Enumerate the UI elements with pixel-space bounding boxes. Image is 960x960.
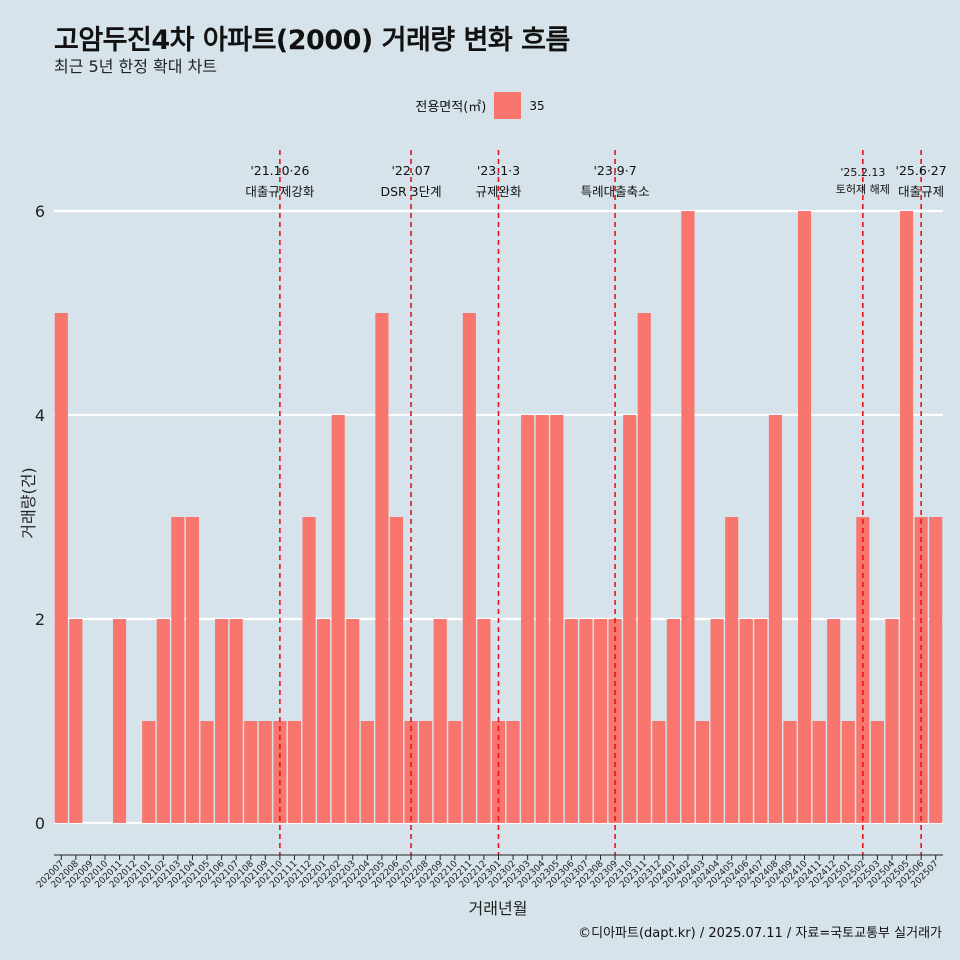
bar (360, 721, 374, 823)
bar (448, 721, 462, 823)
event-label: 대출규제강화 (245, 184, 315, 199)
bar (506, 721, 520, 823)
bar (462, 313, 476, 823)
bar (346, 619, 360, 823)
bar (637, 313, 651, 823)
bar (812, 721, 826, 823)
bar (856, 517, 870, 823)
event-date-label: '23.9·7 (593, 163, 636, 178)
legend: 전용면적(㎡) 35 (0, 92, 960, 119)
bars (54, 211, 943, 823)
bar (754, 619, 768, 823)
source-caption: ©디아파트(dapt.kr) / 2025.07.11 / 자료=국토교통부 실… (578, 926, 942, 941)
bar (113, 619, 127, 823)
bar (681, 211, 695, 823)
bar (317, 619, 331, 823)
legend-item-label: 35 (529, 98, 545, 113)
chart-subtitle: 최근 5년 한정 확대 차트 (54, 57, 218, 76)
legend-swatch (494, 92, 522, 119)
y-tick-label: 2 (35, 610, 45, 629)
bar (652, 721, 666, 823)
y-axis-label: 거래량(건) (19, 467, 38, 538)
bar (171, 517, 185, 823)
bar (579, 619, 593, 823)
bar (433, 619, 447, 823)
event-date-label: '25.2.13 (840, 166, 885, 179)
bar (142, 721, 156, 823)
bar (54, 313, 68, 823)
bar (768, 415, 782, 823)
bar (900, 211, 914, 823)
bar (695, 721, 710, 823)
bar (302, 517, 316, 823)
bar (185, 517, 200, 823)
y-axis: 0 2 4 6 (35, 202, 45, 833)
bar (215, 619, 229, 823)
bar (593, 619, 608, 823)
event-date-label: '23.1·3 (477, 163, 520, 178)
bar (389, 517, 404, 823)
y-tick-label: 6 (35, 202, 45, 221)
legend-title: 전용면적(㎡) (415, 100, 487, 115)
bar (564, 619, 578, 823)
event-label: 특례대출축소 (581, 184, 650, 199)
bar (870, 721, 884, 823)
bar (521, 415, 535, 823)
bar (797, 211, 812, 823)
chart-title: 고암두진4차 아파트(2000) 거래량 변화 흐름 (54, 25, 570, 56)
y-tick-label: 4 (35, 406, 45, 425)
bar (258, 721, 272, 823)
bar (419, 721, 433, 823)
y-tick-label: 0 (35, 814, 45, 833)
bar (666, 619, 680, 823)
event-date-label: '25.6·27 (896, 163, 947, 178)
bar (477, 619, 491, 823)
bar (550, 415, 564, 823)
bar (739, 619, 753, 823)
bar (69, 619, 83, 823)
bar (535, 415, 549, 823)
bar (827, 619, 841, 823)
event-label: DSR 3단계 (380, 184, 441, 199)
bar (200, 721, 214, 823)
bar (287, 721, 302, 823)
x-axis: 2020072020082020092020102020112020122021… (35, 854, 943, 890)
bar (156, 619, 170, 823)
bar (623, 415, 637, 823)
event-label: 대출규제 (898, 184, 944, 199)
bar (229, 619, 243, 823)
x-axis-label: 거래년월 (469, 899, 528, 918)
event-date-label: '22.07 (391, 163, 430, 178)
bar (841, 721, 855, 823)
event-date-label: '21.10·26 (250, 163, 309, 178)
bar (885, 619, 899, 823)
event-lines: '21.10·26 대출규제강화 '22.07 DSR 3단계 '23.1·3 규제완화 '… (245, 150, 947, 855)
bar (375, 313, 389, 823)
bar (331, 415, 345, 823)
bar (914, 517, 928, 823)
bar (929, 517, 943, 823)
bar (244, 721, 258, 823)
bar (783, 721, 797, 823)
event-label: 규제완화 (475, 184, 522, 199)
event-label: 토허제 해제 (836, 182, 890, 196)
bar (710, 619, 724, 823)
bar (725, 517, 739, 823)
